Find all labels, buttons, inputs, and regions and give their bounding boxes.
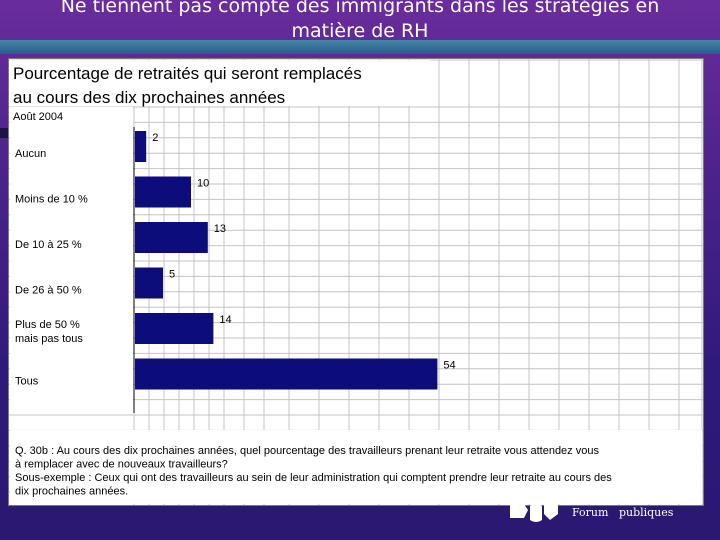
category-label-3: De 26 à 50 % [15, 285, 82, 297]
chart-subtitle: Août 2004 [13, 111, 63, 123]
footnote-line-1: à remplacer avec de nouveaux travailleur… [15, 459, 228, 471]
footnote-area [10, 430, 702, 504]
footnote-line-3: dix prochaines années. [15, 486, 128, 498]
chart-panel: Pourcentage de retraités qui seront remp… [8, 58, 704, 506]
category-label-5: Tous [15, 376, 39, 388]
value-label-3: 5 [169, 269, 175, 281]
chart-title-line-1: Pourcentage de retraités qui seront remp… [13, 64, 362, 83]
bar-0 [135, 131, 147, 162]
bar-3 [135, 267, 163, 299]
bar-chart: Pourcentage de retraités qui seront remp… [9, 59, 703, 505]
bar-4 [135, 313, 214, 344]
category-label-0: Aucun [15, 148, 46, 160]
value-label-1: 10 [197, 178, 209, 190]
bar-1 [135, 176, 191, 208]
title-underline-band [0, 40, 720, 54]
chart-title-line-2: au cours des dix prochaines années [13, 88, 285, 107]
title-area [10, 60, 430, 106]
footnote-line-2: Sous-exemple : Ceux qui ont des travaill… [15, 472, 612, 484]
category-label-2: De 10 à 25 % [15, 239, 82, 251]
bar-2 [135, 222, 208, 253]
left-edge-marker [0, 128, 9, 138]
forum-logo-icon [510, 504, 558, 522]
slide-title: Ne tiennent pas compte des immigrants da… [0, 0, 720, 48]
forum-logo-text: Forum publiques [572, 506, 673, 519]
value-label-5: 54 [443, 360, 455, 372]
slide-title-line-2: matière de RH [291, 20, 429, 42]
category-label-1: Moins de 10 % [15, 194, 88, 206]
logo-word-publiques: publiques [618, 506, 674, 519]
footnote-line-0: Q. 30b : Au cours des dix prochaines ann… [15, 445, 599, 457]
label-area [10, 107, 133, 413]
logo-word-forum: Forum [572, 506, 609, 519]
value-label-4: 14 [219, 314, 231, 326]
category-label-4-1: mais pas tous [15, 333, 83, 345]
value-label-2: 13 [214, 223, 226, 235]
value-label-0: 2 [152, 132, 158, 144]
bar-5 [135, 358, 438, 390]
category-label-4-0: Plus de 50 % [15, 319, 80, 331]
slide-title-line-1: Ne tiennent pas compte des immigrants da… [60, 0, 660, 17]
